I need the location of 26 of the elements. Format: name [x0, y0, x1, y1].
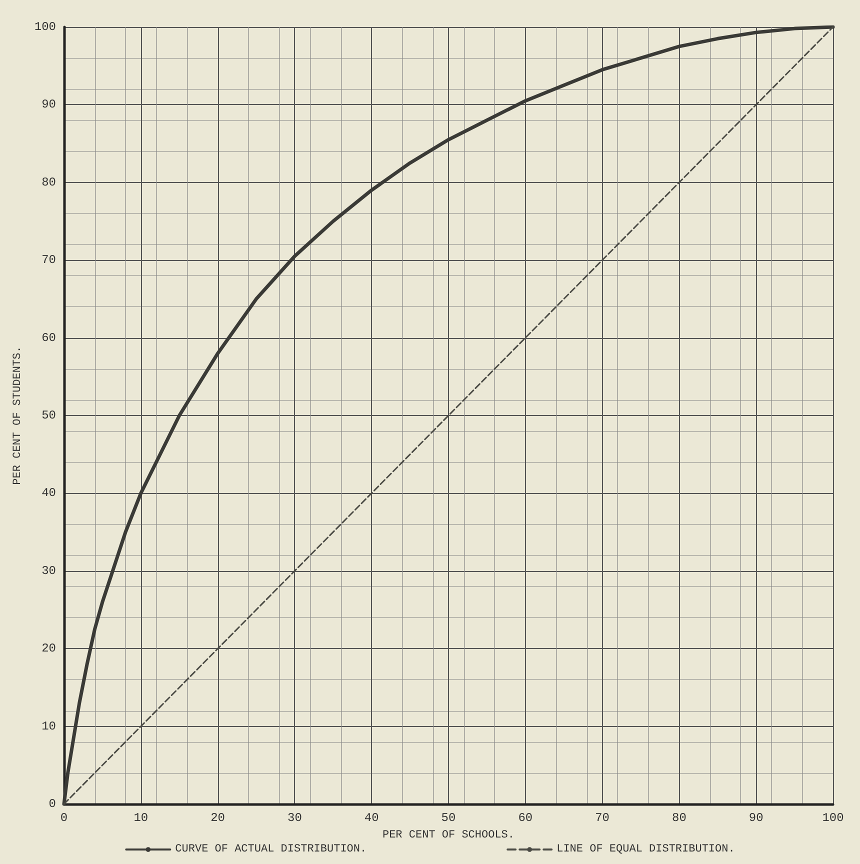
x-tick-label: 10	[134, 811, 148, 825]
y-tick-label: 30	[42, 564, 56, 578]
legend-label: LINE OF EQUAL DISTRIBUTION.	[556, 844, 735, 856]
x-tick-label: 0	[60, 811, 68, 825]
y-tick-label: 60	[42, 330, 56, 345]
y-tick-label: 90	[42, 98, 56, 112]
y-tick-label: 80	[42, 175, 56, 190]
x-tick-label: 80	[672, 811, 686, 825]
y-tick-label: 100	[34, 20, 56, 34]
y-tick-label: 50	[42, 408, 56, 422]
x-tick-label: 60	[518, 811, 533, 825]
y-tick-label: 0	[48, 797, 56, 811]
x-tick-label: 70	[595, 811, 610, 825]
x-tick-label: 20	[210, 811, 226, 825]
y-axis-title: PER CENT OF STUDENTS.	[12, 346, 24, 485]
x-tick-label: 50	[441, 811, 456, 825]
x-axis-title: PER CENT OF SCHOOLS.	[382, 830, 515, 842]
y-tick-label: 20	[42, 642, 56, 656]
legend-label: CURVE OF ACTUAL DISTRIBUTION.	[175, 844, 367, 856]
x-tick-label: 30	[287, 811, 302, 825]
x-tick-label: 40	[364, 811, 379, 825]
y-tick-label: 70	[42, 253, 56, 268]
x-tick-label: 100	[822, 811, 844, 825]
x-tick-label: 90	[748, 811, 764, 825]
y-tick-label: 10	[42, 719, 56, 734]
y-tick-label: 40	[42, 486, 56, 500]
